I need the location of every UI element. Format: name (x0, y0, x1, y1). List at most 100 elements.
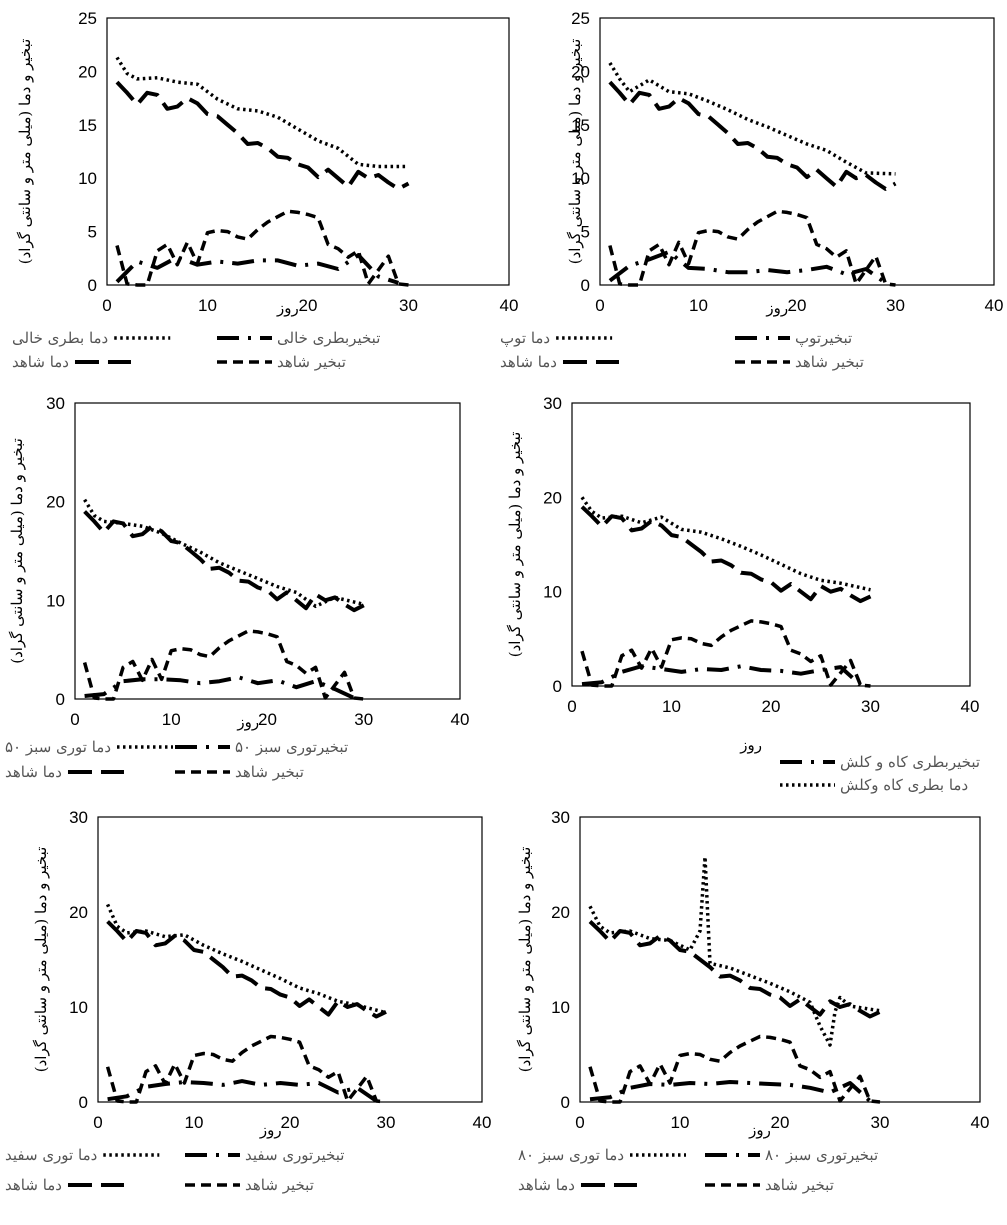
x-tick-label: 20 (281, 1113, 300, 1132)
series-line-1 (115, 253, 400, 285)
series-line-1 (608, 249, 887, 285)
y-tick-label: 20 (46, 493, 65, 512)
x-tick-label: 0 (575, 1113, 584, 1132)
x-tick-label: 0 (93, 1113, 102, 1132)
chart-panel-6: 0 10 20 30 40 0 10 20 30 روز تبخیر و دما (میلی متر… (516, 808, 989, 1194)
legend-label: تبخیربطری کاه و کلش (840, 753, 980, 771)
y-axis-title: تبخیر و دما (میلی متر و سانتی گراد) (8, 438, 26, 664)
series-line-3 (105, 1034, 387, 1104)
legend-label: دما شاهد (518, 1176, 575, 1194)
x-tick-label: 0 (595, 296, 604, 315)
legend-entry: دما توپ (500, 329, 613, 347)
x-tick-label: 10 (689, 296, 708, 315)
y-tick-label: 10 (69, 998, 88, 1017)
legend-entry: تبخیر شاهد (705, 1176, 834, 1194)
y-tick-label: 30 (69, 808, 88, 827)
legend-entry: تبخیر شاهد (217, 353, 346, 371)
plot-frame (571, 402, 971, 687)
legend-label: دما توپ (500, 329, 550, 347)
y-tick-label: 30 (543, 394, 562, 413)
x-tick-label: 20 (788, 296, 807, 315)
x-tick-label: 30 (886, 296, 905, 315)
legend-entry: دما توری سبز ۵۰ (5, 738, 173, 756)
legend-label: دما توری سبز ۵۰ (5, 738, 111, 756)
legend-label: تبخیر شاهد (245, 1176, 314, 1194)
x-tick-label: 30 (871, 1113, 890, 1132)
x-tick-label: 20 (258, 710, 277, 729)
legend-entry: دما بطری خالی (12, 329, 171, 347)
legend-entry: تبخیر شاهد (185, 1176, 314, 1194)
series-line-2 (588, 855, 881, 1047)
legend-label: دما توری سفید (5, 1146, 97, 1164)
plot-frame (579, 816, 981, 1103)
series-line-1 (581, 664, 862, 687)
y-tick-label: 10 (543, 583, 562, 602)
x-tick-label: 10 (198, 296, 217, 315)
x-tick-label: 10 (671, 1113, 690, 1132)
x-tick-label: 40 (451, 710, 470, 729)
legend-label: تبخیر شاهد (795, 353, 864, 371)
legend-label: دما بطری خالی (12, 329, 108, 347)
legend-entry: دما شاهد (5, 763, 124, 781)
x-tick-label: 40 (971, 1113, 990, 1132)
chart-panel-1: 0 10 20 30 40 0 5 10 15 20 25 روز تبخیر و دما (میلی … (12, 9, 518, 371)
y-tick-label: 15 (571, 116, 590, 135)
legend-entry: تبخیر شاهد (175, 763, 304, 781)
series-line-3 (580, 619, 871, 688)
y-axis-title: تبخیر و دما (میلی متر و سانتی گراد) (16, 39, 34, 265)
y-axis-title: تبخیر و دما (میلی متر و سانتی گراد) (32, 847, 50, 1073)
y-tick-label: 0 (56, 690, 65, 709)
legend-entry: تبخیربطری خالی (217, 329, 380, 347)
x-tick-label: 30 (377, 1113, 396, 1132)
y-tick-label: 10 (46, 591, 65, 610)
legend-entry: تبخیرتوپ (735, 329, 852, 347)
x-tick-label: 40 (500, 296, 519, 315)
legend-entry: تبخیرتوری سفید (185, 1146, 344, 1164)
y-tick-label: 30 (551, 808, 570, 827)
x-tick-label: 30 (354, 710, 373, 729)
x-axis-title: روز (748, 1121, 771, 1139)
plot-frame (106, 17, 510, 286)
y-axis-title: تبخیر و دما (میلی متر و سانتی گراد) (516, 847, 534, 1073)
y-tick-label: 0 (79, 1093, 88, 1112)
legend-label: دما توری سبز ۸۰ (518, 1146, 624, 1164)
x-tick-label: 20 (762, 697, 781, 716)
x-axis-title: روز (259, 1121, 282, 1139)
series-line-4 (608, 80, 897, 191)
legend-label: دما شاهد (12, 353, 69, 371)
legend-entry: دما شاهد (12, 353, 131, 371)
x-axis-title: روز (739, 736, 762, 754)
x-tick-label: 20 (299, 296, 318, 315)
legend-entry: دما بطری کاه وکلش (780, 776, 968, 794)
legend-entry: تبخیرتوری سبز ۵۰ (175, 738, 348, 756)
x-tick-label: 30 (399, 296, 418, 315)
legend-label: تبخیرتوپ (795, 329, 852, 347)
y-tick-label: 20 (78, 62, 97, 81)
y-tick-label: 10 (571, 169, 590, 188)
y-tick-label: 30 (46, 394, 65, 413)
y-tick-label: 0 (88, 276, 97, 295)
legend-entry: دما توری سبز ۸۰ (518, 1146, 686, 1164)
series-line-2 (115, 56, 409, 169)
legend-label: تبخیر شاهد (277, 353, 346, 371)
legend-label: تبخیربطری خالی (277, 329, 380, 347)
x-tick-label: 20 (771, 1113, 790, 1132)
series-line-4 (106, 920, 387, 1019)
y-tick-label: 25 (78, 9, 97, 28)
y-axis-title: تبخیر و دما (میلی متر و سانتی گراد) (506, 432, 524, 658)
series-line-2 (105, 903, 387, 1015)
series-line-3 (82, 629, 364, 701)
x-axis-title: روز (765, 299, 788, 317)
x-tick-label: 10 (185, 1113, 204, 1132)
plot-frame (74, 402, 461, 700)
series-line-3 (608, 209, 896, 287)
legend-entry: تبخیربطری کاه و کلش (780, 753, 980, 771)
legend-entry: تبخیر شاهد (735, 353, 864, 371)
series-line-4 (115, 80, 410, 191)
series-line-2 (83, 498, 365, 609)
x-tick-label: 0 (567, 697, 576, 716)
chart-panel-3: 0 10 20 30 40 0 10 20 30 روز تبخیر و دما (میلی متر… (5, 394, 469, 781)
series-line-4 (580, 505, 872, 604)
y-tick-label: 20 (543, 488, 562, 507)
series-line-2 (580, 496, 871, 592)
